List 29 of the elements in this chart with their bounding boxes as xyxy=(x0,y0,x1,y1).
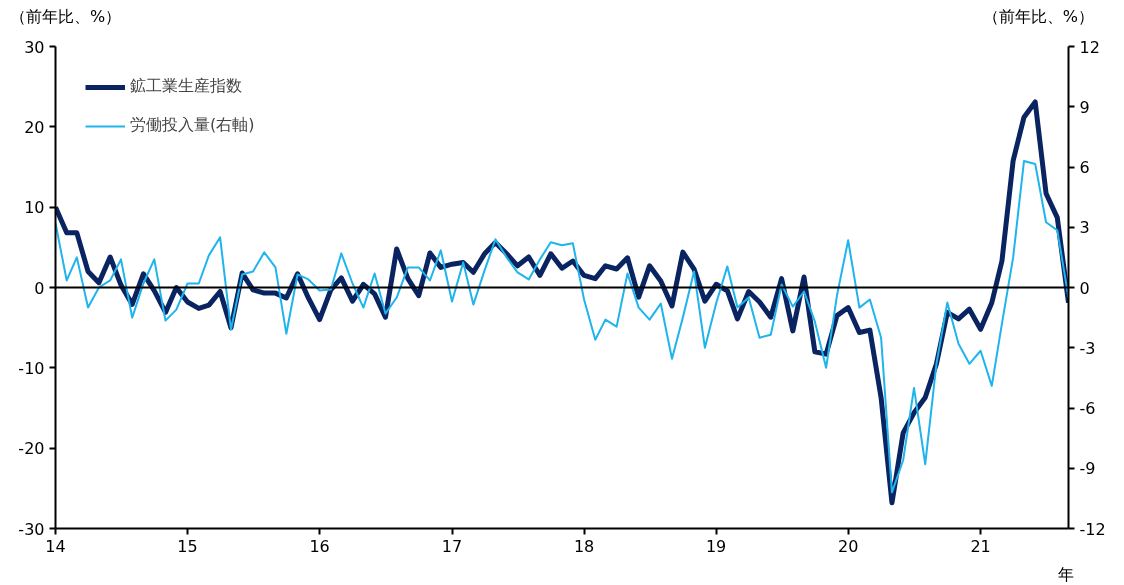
legend-label: 労働投入量(右軸) xyxy=(130,115,255,136)
x-tick-label: 20 xyxy=(837,536,859,556)
y2-tick-label: 3 xyxy=(1079,218,1090,238)
y2-tick-label: 6 xyxy=(1079,158,1090,177)
x-tick-label: 14 xyxy=(45,536,66,556)
x-tick-label: 19 xyxy=(705,536,727,556)
x-tick-label: 17 xyxy=(441,536,463,556)
y-axis-title: （前年比、%） xyxy=(10,6,122,28)
x-tick-label: 21 xyxy=(970,536,991,556)
y-tick-label: 20 xyxy=(24,117,45,137)
y-tick-label: 30 xyxy=(24,37,45,57)
y2-tick-label: 9 xyxy=(1079,97,1090,117)
y2-axis-title: （前年比、%） xyxy=(982,6,1094,28)
y2-tick-label: -12 xyxy=(1079,519,1106,539)
y2-tick-label: -3 xyxy=(1079,338,1096,358)
y-tick-label: -30 xyxy=(18,519,45,539)
y-tick-label: -20 xyxy=(18,439,45,459)
y2-tick-label: 0 xyxy=(1079,278,1090,298)
y-tick-label: 0 xyxy=(34,278,45,298)
x-axis-title: 年 xyxy=(1058,564,1074,585)
y-tick-label: 10 xyxy=(24,198,45,218)
x-tick-label: 16 xyxy=(309,536,330,556)
y-tick-label: -10 xyxy=(18,358,45,378)
x-tick-label: 18 xyxy=(573,536,595,556)
y2-tick-label: -9 xyxy=(1079,459,1096,479)
y2-tick-label: -6 xyxy=(1079,399,1096,418)
y2-tick-label: 12 xyxy=(1079,37,1100,57)
x-tick-label: 15 xyxy=(177,536,198,556)
legend-label: 鉱工業生産指数 xyxy=(130,76,242,97)
